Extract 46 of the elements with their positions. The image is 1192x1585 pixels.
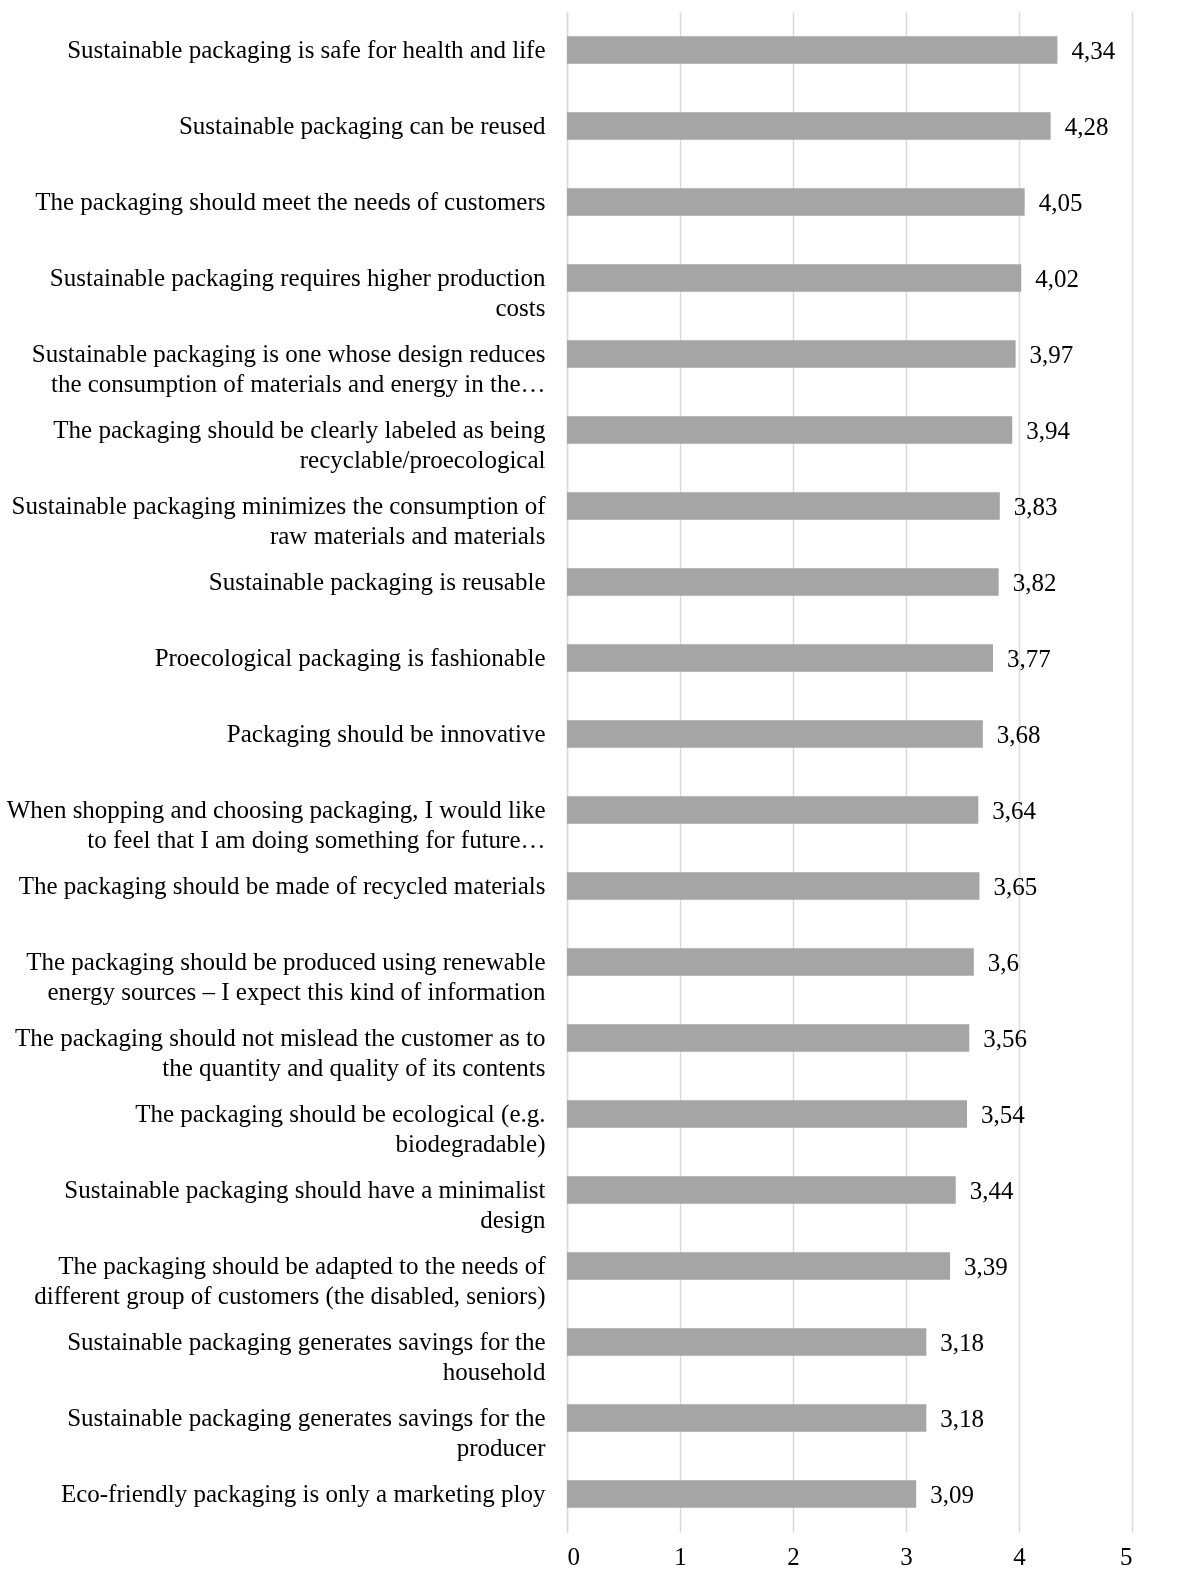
data-label: 3,18 xyxy=(940,1405,985,1432)
x-tick-label: 2 xyxy=(787,1542,800,1570)
y-tick-label: Sustainable packaging generates savings for the producer xyxy=(67,1404,547,1461)
data-label: 4,05 xyxy=(1038,189,1083,216)
y-tick-label: Sustainable packaging should have a minimalist design xyxy=(64,1176,546,1233)
x-tick-label: 1 xyxy=(674,1542,687,1570)
data-label: 3,77 xyxy=(1007,645,1051,672)
y-tick-label: Sustainable packaging is one whose design reduces the consumption of materials and energy in the… xyxy=(31,340,546,397)
x-tick-label: 4 xyxy=(1013,1542,1027,1570)
y-tick-label: The packaging should be made of recycled materials xyxy=(18,872,546,899)
y-tick-label: The packaging should be clearly labeled as being recyclable/proecological xyxy=(53,416,546,473)
y-tick-label: Sustainable packaging is safe for health and life xyxy=(67,36,546,63)
y-tick-label: The packaging should be adapted to the needs of different group of customers (the disabled, seniors) xyxy=(34,1252,547,1310)
y-tick-label: Sustainable packaging can be reused xyxy=(178,112,546,139)
data-label: 3,68 xyxy=(996,721,1041,748)
data-label: 3,44 xyxy=(969,1177,1014,1204)
data-label: 3,56 xyxy=(983,1025,1028,1052)
data-label: 3,64 xyxy=(992,797,1037,824)
y-tick-label: Sustainable packaging is reusable xyxy=(208,568,546,595)
data-label: 3,54 xyxy=(981,1101,1026,1128)
y-tick-label: The packaging should be produced using renewable energy sources – I expect this kind of information xyxy=(26,948,546,1005)
data-label: 4,34 xyxy=(1071,37,1116,64)
data-label: 4,28 xyxy=(1064,113,1109,140)
data-label: 3,83 xyxy=(1013,493,1058,520)
y-tick-label: The packaging should meet the needs of customers xyxy=(35,188,546,215)
y-tick-label: Sustainable packaging minimizes the consumption of raw materials and materials xyxy=(11,492,547,549)
x-tick-label: 5 xyxy=(1120,1542,1133,1570)
x-tick-label: 3 xyxy=(900,1542,913,1570)
y-tick-label: Packaging should be innovative xyxy=(226,720,546,747)
y-tick-label: The packaging should not mislead the customer as to the quantity and quality of its contents xyxy=(15,1024,546,1081)
data-label: 3,65 xyxy=(993,873,1038,900)
y-tick-label: Eco-friendly packaging is only a marketing ploy xyxy=(60,1480,546,1507)
x-tick-label: 0 xyxy=(567,1542,580,1570)
data-label: 3,18 xyxy=(940,1329,985,1356)
data-label: 3,94 xyxy=(1026,417,1071,444)
data-label: 3,6 xyxy=(987,949,1020,976)
data-label: 3,82 xyxy=(1012,569,1057,596)
y-tick-label: When shopping and choosing packaging, I would like to feel that I am doing something for future… xyxy=(6,796,546,853)
y-tick-label: Sustainable packaging generates savings for the household xyxy=(67,1328,546,1385)
data-label: 3,39 xyxy=(964,1253,1008,1280)
y-tick-label: The packaging should be ecological (e.g. biodegradable) xyxy=(135,1100,546,1158)
data-label: 4,02 xyxy=(1035,265,1080,292)
data-label: 3,97 xyxy=(1029,341,1074,368)
y-tick-label: Proecological packaging is fashionable xyxy=(154,644,546,671)
data-label: 3,09 xyxy=(930,1481,974,1508)
y-tick-label: Sustainable packaging requires higher production costs xyxy=(49,264,546,321)
